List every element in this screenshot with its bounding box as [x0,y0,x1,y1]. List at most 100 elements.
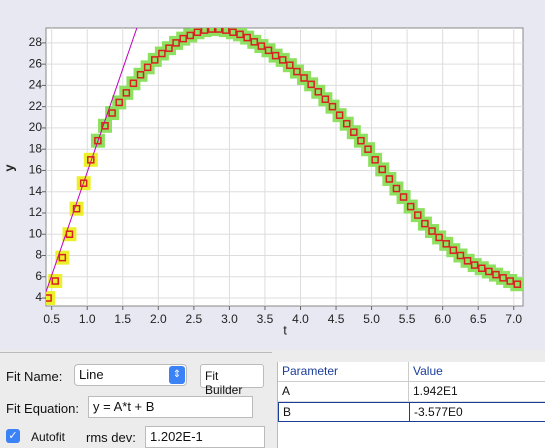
data-point [186,31,195,40]
y-tick-label: 18 [29,141,43,155]
data-point [65,230,74,238]
data-point [129,79,138,88]
data-point [442,240,450,248]
data-point [321,95,330,103]
data-point [499,274,507,282]
x-tick-label: 0.5 [43,312,60,326]
data-point [179,34,187,43]
data-point [250,38,259,46]
data-point [278,56,287,64]
fit-name-dropdown[interactable]: Line ⇕ [74,364,187,386]
data-point [222,28,230,34]
data-point [492,270,500,279]
data-point [151,56,159,64]
fit-equation-field[interactable]: y = A*t + B [88,396,253,418]
fit-name-label: Fit Name: [6,369,63,384]
data-point [449,246,458,254]
point-highlight [83,152,98,167]
fit-panel: Fit Name: Line ⇕ Fit Builder Fit Equation… [0,352,272,448]
data-point [399,193,408,201]
y-tick-label: 24 [29,78,43,92]
data-point [385,175,394,183]
x-tick-label: 7.0 [505,312,522,326]
data-point [350,128,358,136]
column-header[interactable]: Parameter [278,362,409,382]
data-point [513,280,522,288]
data-point [264,46,273,55]
data-point [122,89,131,97]
y-axis-label: y [1,164,16,172]
data-point [314,88,323,96]
y-tick-label: 6 [35,269,42,283]
point-highlight [225,28,240,40]
data-point [286,61,294,69]
autofit-label: Autofit [31,430,66,444]
data-point [335,111,344,119]
x-axis-label: t [283,322,287,337]
data-point [172,39,180,47]
dropdown-arrow: ⇕ [169,366,185,384]
rms-label: rms dev: [86,430,136,445]
column-header[interactable]: Value [409,362,545,382]
x-tick-label: 4.5 [328,312,345,326]
data-point [406,202,415,211]
x-tick-label: 1.5 [114,312,131,326]
chart: t y 0.5 1.0 1.5 2.0 2.5 3.0 3.5 4.0 4.5 5.0 5.5 6.0… [1,27,524,338]
rms-field[interactable]: 1.202E-1 [145,426,265,448]
data-point [165,44,173,52]
data-point [357,136,365,145]
data-point [271,51,280,60]
data-point [257,42,266,50]
data-point [200,28,209,34]
table-cell[interactable]: 1.942E1 [409,382,545,402]
data-point [300,74,308,82]
data-point [58,253,67,262]
data-point [342,119,351,128]
y-tick-label: 10 [29,226,43,240]
data-point [470,261,479,269]
parameter-table: Parameter Value A 1.942E1 B -3.577E0 [277,362,545,448]
point-highlight [190,28,205,40]
data-point [101,122,109,130]
x-tick-label: 2.0 [150,312,167,326]
autofit-checkbox[interactable]: ✓ [6,429,20,443]
y-tick-label: 20 [29,120,43,134]
y-tick-label: 26 [29,56,43,70]
data-point [428,227,436,235]
x-tick-label: 6.5 [470,312,487,326]
data-point [236,30,244,39]
data-point [229,28,237,37]
point-highlight [48,274,63,289]
data-point [46,294,52,302]
x-tick-label: 4.0 [292,312,309,326]
fit-equation-label: Fit Equation: [6,401,79,416]
data-point [243,33,251,42]
fit-name-value: Line [79,367,104,382]
data-point [293,67,301,76]
data-point [506,277,514,285]
data-point [143,63,152,72]
y-tick-label: 4 [35,290,42,304]
y-tick-label: 22 [29,99,43,113]
y-tick-label: 14 [29,184,43,198]
x-tick-label: 3.5 [257,312,274,326]
data-point [108,109,116,117]
table-cell[interactable]: A [278,382,409,402]
x-tick-label: 2.5 [186,312,203,326]
y-tick-label: 28 [29,35,43,49]
data-point [435,233,443,242]
data-point [371,156,379,164]
data-point [364,145,372,153]
data-point [421,219,429,228]
table-cell[interactable]: B [278,402,409,422]
data-point [158,49,166,58]
data-point [307,80,315,89]
plot-area [45,27,524,307]
table-cell[interactable]: -3.577E0 [409,402,545,422]
data-point [193,28,202,37]
data-point [456,251,465,260]
data-point [328,102,337,111]
data-point [115,98,123,107]
fit-builder-button[interactable]: Fit Builder [200,364,264,397]
